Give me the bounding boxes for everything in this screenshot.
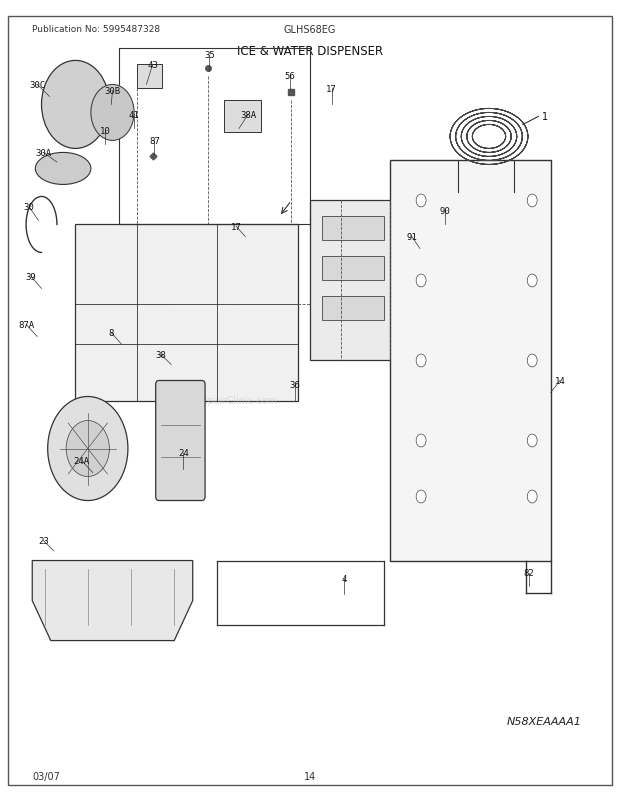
Bar <box>224 101 260 133</box>
Circle shape <box>416 275 426 287</box>
Circle shape <box>527 195 537 208</box>
Circle shape <box>416 491 426 504</box>
Circle shape <box>527 435 537 448</box>
Text: 24A: 24A <box>74 456 90 465</box>
Ellipse shape <box>35 153 91 185</box>
Text: 82: 82 <box>524 569 534 577</box>
Bar <box>322 257 384 282</box>
Text: 90: 90 <box>439 206 450 215</box>
Text: 14: 14 <box>555 376 565 386</box>
Text: 30C: 30C <box>29 81 45 90</box>
Text: GLHS68EG: GLHS68EG <box>284 26 336 35</box>
Text: 17: 17 <box>231 222 241 231</box>
Circle shape <box>66 421 109 477</box>
Bar <box>322 297 384 321</box>
Text: 87A: 87A <box>18 321 34 330</box>
Circle shape <box>48 397 128 501</box>
Text: 91: 91 <box>407 233 417 241</box>
Text: 36: 36 <box>289 380 300 390</box>
Polygon shape <box>32 561 193 641</box>
Circle shape <box>527 354 537 367</box>
Circle shape <box>527 491 537 504</box>
Text: 87: 87 <box>149 137 160 146</box>
Text: 4: 4 <box>341 574 347 583</box>
Text: 17: 17 <box>326 85 337 94</box>
Text: 03/07: 03/07 <box>32 771 60 780</box>
FancyBboxPatch shape <box>390 161 551 561</box>
Text: Publication No: 5995487328: Publication No: 5995487328 <box>32 26 161 34</box>
Circle shape <box>416 435 426 448</box>
Text: 30A: 30A <box>35 148 51 158</box>
Text: 56: 56 <box>285 72 296 81</box>
Bar <box>322 217 384 241</box>
Text: 24: 24 <box>178 448 189 457</box>
Text: 41: 41 <box>129 111 140 119</box>
Text: ICE & WATER DISPENSER: ICE & WATER DISPENSER <box>237 46 383 59</box>
Text: RepairClinic.com: RepairClinic.com <box>195 396 277 406</box>
Text: 8: 8 <box>108 329 114 338</box>
Text: 14: 14 <box>304 771 316 780</box>
Text: 43: 43 <box>147 61 158 70</box>
FancyBboxPatch shape <box>156 381 205 501</box>
Bar <box>137 65 162 89</box>
FancyBboxPatch shape <box>76 225 298 401</box>
Text: 30B: 30B <box>104 87 120 96</box>
Text: 38: 38 <box>155 350 166 359</box>
Text: 39: 39 <box>25 273 37 282</box>
Text: 38A: 38A <box>240 111 256 119</box>
Circle shape <box>416 354 426 367</box>
Text: 30: 30 <box>24 203 35 212</box>
Text: 10: 10 <box>100 127 110 136</box>
Text: 23: 23 <box>38 537 49 545</box>
Circle shape <box>42 61 109 149</box>
Text: 1: 1 <box>541 112 547 122</box>
Circle shape <box>91 85 134 141</box>
Text: 35: 35 <box>204 51 215 60</box>
Circle shape <box>416 195 426 208</box>
Bar <box>310 201 396 361</box>
Circle shape <box>527 275 537 287</box>
Text: N58XEAAAA1: N58XEAAAA1 <box>507 715 582 726</box>
